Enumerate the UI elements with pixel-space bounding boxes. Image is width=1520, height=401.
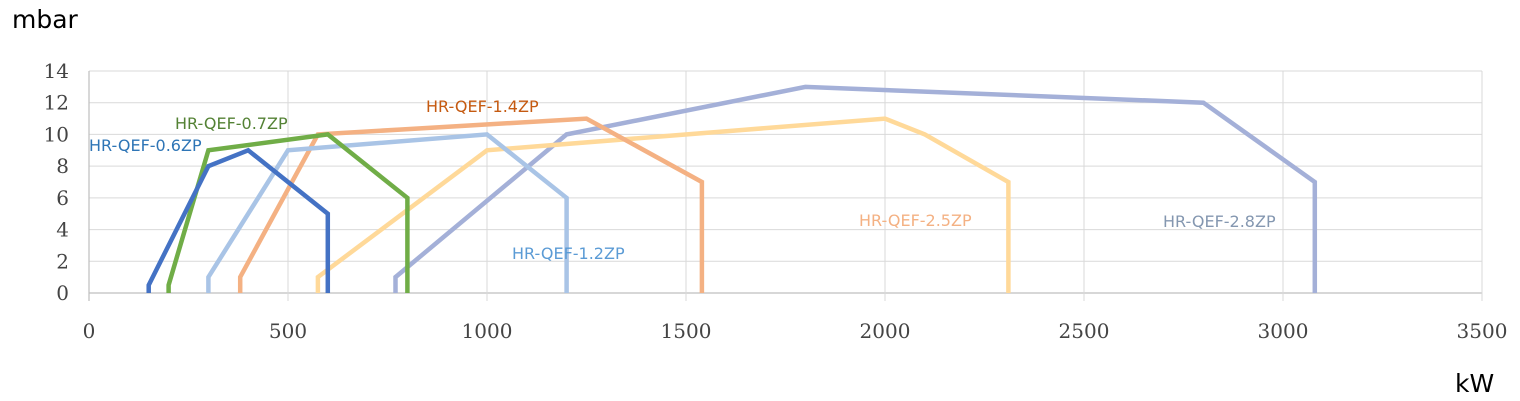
x-tick-label: 2000: [860, 319, 911, 343]
y-axis-label: mbar: [12, 5, 79, 34]
y-tick-label: 2: [56, 249, 69, 273]
x-tick-label: 2500: [1059, 319, 1110, 343]
x-tick-labels: 0 500 1000 1500 2000 2500 3000 3500: [83, 319, 1508, 343]
series-label-hr-qef-1-2zp: HR-QEF-1.2ZP: [512, 244, 625, 263]
series-label-hr-qef-1-4zp: HR-QEF-1.4ZP: [426, 97, 539, 116]
x-tick-label: 500: [269, 319, 307, 343]
x-tick-label: 3000: [1258, 319, 1309, 343]
x-tick-label: 0: [83, 319, 96, 343]
series-line-hr-qef-0-6zp: [146, 147, 331, 293]
series-label-hr-qef-0-6zp: HR-QEF-0.6ZP: [89, 136, 202, 155]
y-tick-label: 8: [56, 154, 69, 178]
x-axis-label: kW: [1455, 369, 1494, 398]
series-labels: HR-QEF-0.6ZP HR-QEF-0.7ZP HR-QEF-1.2ZP HR-Q…: [89, 97, 1276, 263]
x-tick-label: 1500: [661, 319, 712, 343]
y-tick-label: 10: [44, 122, 69, 146]
series-line-hr-qef-2-8zp: [393, 84, 1318, 293]
series-label-hr-qef-2-5zp: HR-QEF-2.5ZP: [859, 211, 972, 230]
series-line-hr-qef-2-5zp: [315, 116, 1011, 293]
series-line-hr-qef-0-7zp: [166, 132, 410, 293]
series-label-hr-qef-0-7zp: HR-QEF-0.7ZP: [175, 114, 288, 133]
series-line-hr-qef-1-2zp: [206, 132, 569, 293]
x-tick-label: 1000: [462, 319, 513, 343]
series-line-hr-qef-1-4zp: [237, 116, 705, 293]
y-tick-label: 12: [44, 91, 69, 115]
y-tick-label: 6: [56, 186, 69, 210]
series-lines: [146, 84, 1318, 293]
grid: [88, 70, 1483, 301]
y-tick-label: 0: [56, 281, 69, 305]
y-tick-labels: 0 2 4 6 8 10 12 14: [44, 59, 69, 305]
series-label-hr-qef-2-8zp: HR-QEF-2.8ZP: [1163, 212, 1276, 231]
y-tick-label: 4: [56, 218, 69, 242]
y-tick-label: 14: [44, 59, 69, 83]
x-tick-label: 3500: [1457, 319, 1508, 343]
